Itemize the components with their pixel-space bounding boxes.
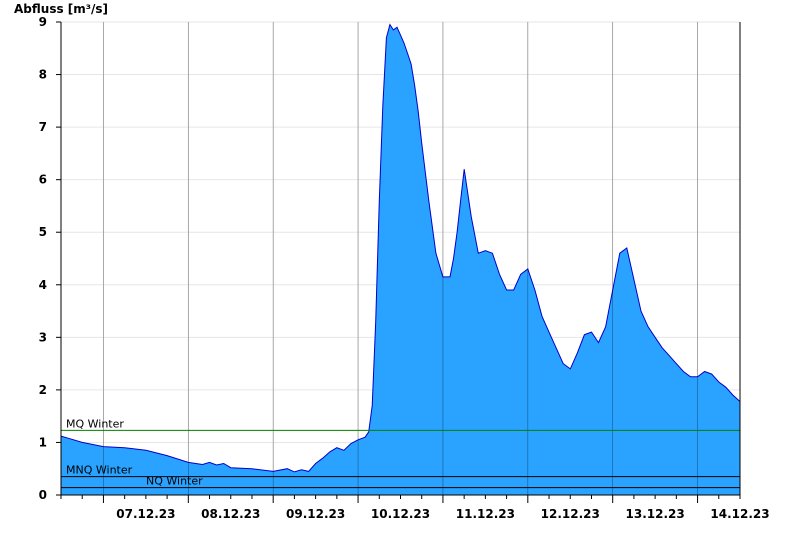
ref-label-mq-winter: MQ Winter bbox=[66, 417, 124, 430]
reference-lines: MQ Winter MNQ Winter NQ Winter bbox=[61, 22, 740, 495]
x-tick-label: 10.12.23 bbox=[371, 507, 430, 521]
x-tick-label: 14.12.23 bbox=[710, 507, 769, 521]
y-ticks: 0 1 2 3 4 5 6 7 8 9 bbox=[39, 15, 61, 502]
y-tick-label: 2 bbox=[39, 383, 47, 397]
x-tick-label: 12.12.23 bbox=[541, 507, 600, 521]
y-tick-label: 5 bbox=[39, 225, 47, 239]
x-tick-label: 08.12.23 bbox=[201, 507, 260, 521]
y-tick-label: 8 bbox=[39, 68, 47, 82]
y-tick-label: 9 bbox=[39, 15, 47, 29]
y-tick-label: 7 bbox=[39, 120, 47, 134]
x-ticks: 07.12.23 08.12.23 09.12.23 10.12.23 11.12.23… bbox=[60, 495, 770, 521]
x-tick-label: 09.12.23 bbox=[286, 507, 345, 521]
x-tick-label: 11.12.23 bbox=[456, 507, 515, 521]
series-fill bbox=[61, 24, 740, 495]
y-axis-label: Abfluss [m³/s] bbox=[14, 2, 108, 16]
y-tick-label: 0 bbox=[39, 488, 47, 502]
y-tick-label: 3 bbox=[39, 330, 47, 344]
series-line bbox=[60, 23, 741, 473]
ref-label-nq-winter: NQ Winter bbox=[146, 475, 203, 488]
y-tick-label: 1 bbox=[39, 435, 47, 449]
x-tick-label: 13.12.23 bbox=[626, 507, 685, 521]
x-tick-label: 07.12.23 bbox=[116, 507, 175, 521]
series-area bbox=[60, 23, 741, 495]
ref-label-mnq-winter: MNQ Winter bbox=[66, 464, 133, 477]
y-tick-label: 4 bbox=[39, 278, 47, 292]
y-tick-label: 6 bbox=[39, 173, 47, 187]
